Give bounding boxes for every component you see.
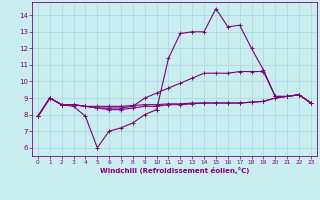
- X-axis label: Windchill (Refroidissement éolien,°C): Windchill (Refroidissement éolien,°C): [100, 167, 249, 174]
